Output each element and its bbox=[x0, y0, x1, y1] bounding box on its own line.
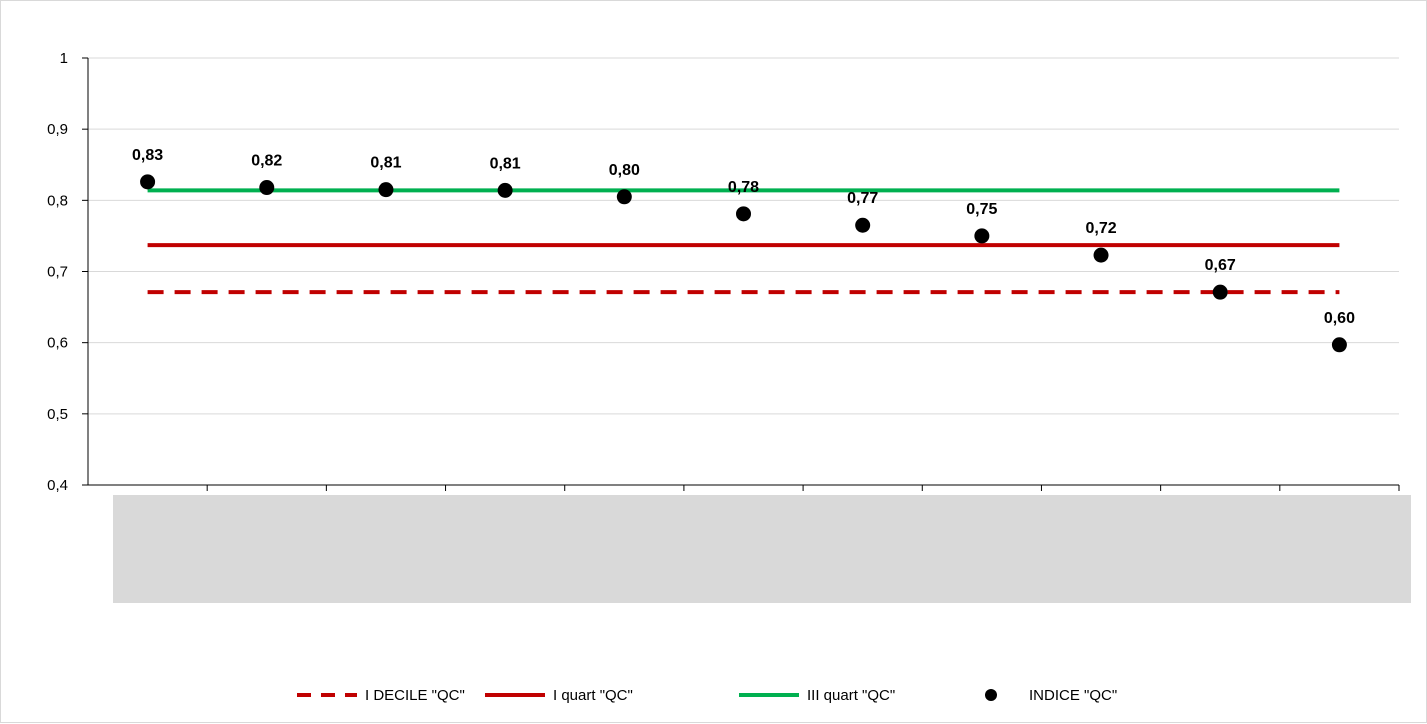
data-label: 0,83 bbox=[132, 147, 163, 164]
data-label: 0,67 bbox=[1205, 257, 1236, 274]
data-point bbox=[140, 174, 156, 190]
legend: I DECILE "QC" I quart "QC" III quart "QC" I… bbox=[297, 687, 1117, 704]
y-tick-label: 0,4 bbox=[47, 477, 68, 494]
data-label: 0,80 bbox=[609, 162, 640, 179]
y-tick-label: 0,8 bbox=[47, 192, 68, 209]
axes: 0,4 0,5 0,6 0,7 0,8 0,9 1 bbox=[47, 50, 1400, 494]
data-label: 0,81 bbox=[490, 155, 521, 172]
data-labels: 0,83 0,82 0,81 0,81 0,80 0,78 0,77 0,75 0,72 0,67… bbox=[132, 147, 1355, 327]
data-label: 0,72 bbox=[1085, 220, 1116, 237]
data-label: 0,81 bbox=[370, 155, 401, 172]
data-point bbox=[259, 180, 275, 196]
data-label: 0,75 bbox=[966, 201, 997, 218]
y-tick-label: 0,7 bbox=[47, 264, 68, 281]
legend-swatch-3 bbox=[985, 689, 997, 701]
data-point bbox=[974, 228, 990, 244]
y-tick-label: 0,9 bbox=[47, 121, 68, 138]
series bbox=[147, 188, 1340, 295]
legend-label: I DECILE "QC" bbox=[365, 687, 465, 704]
legend-label: INDICE "QC" bbox=[1029, 687, 1117, 704]
data-point bbox=[855, 217, 871, 233]
data-label: 0,77 bbox=[847, 190, 878, 207]
data-point bbox=[1212, 284, 1228, 300]
category-label-box bbox=[113, 495, 1411, 603]
data-label: 0,60 bbox=[1324, 310, 1355, 327]
y-tick-label: 1 bbox=[60, 50, 68, 67]
y-tick-label: 0,6 bbox=[47, 335, 68, 352]
data-points bbox=[140, 174, 1347, 353]
y-tick-label: 0,5 bbox=[47, 406, 68, 423]
data-label: 0,82 bbox=[251, 153, 282, 170]
data-point bbox=[378, 182, 394, 198]
gridlines bbox=[88, 57, 1399, 415]
data-label: 0,78 bbox=[728, 179, 759, 196]
data-point bbox=[1331, 337, 1347, 353]
legend-label: III quart "QC" bbox=[807, 687, 895, 704]
data-point bbox=[736, 206, 751, 222]
data-point bbox=[1093, 247, 1109, 263]
data-point bbox=[497, 182, 513, 198]
data-point bbox=[616, 189, 632, 205]
legend-label: I quart "QC" bbox=[553, 687, 633, 704]
